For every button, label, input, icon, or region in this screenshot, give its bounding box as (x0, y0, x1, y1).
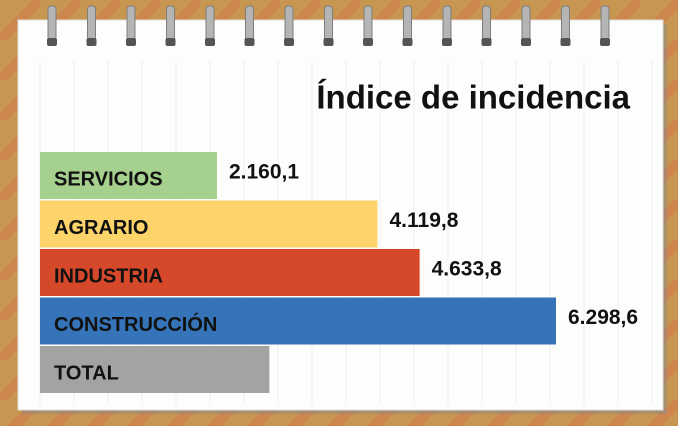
ring-hole (600, 38, 610, 46)
ring-hole (482, 38, 492, 46)
ring-hole (403, 38, 413, 46)
ring (483, 6, 491, 40)
category-label: CONSTRUCCIÓN (54, 312, 217, 336)
ring (167, 6, 175, 40)
ring-hole (87, 38, 97, 46)
category-label: SERVICIOS (54, 168, 163, 190)
ring (404, 6, 412, 40)
ring-hole (284, 38, 294, 46)
rings (47, 6, 610, 46)
ring (285, 6, 293, 40)
value-label: 2.160,1 (229, 161, 299, 184)
ring (364, 6, 372, 40)
ring (325, 6, 333, 40)
chart: Índice de incidencia SERVICIOS 2.160,1 AGR… (0, 0, 678, 426)
ring-hole (561, 38, 571, 46)
category-label: AGRARIO (54, 217, 148, 239)
page: {"chart_data": {"type": "bar", "orientat… (0, 0, 678, 426)
ring (88, 6, 96, 40)
category-label: TOTAL (54, 362, 119, 384)
ring-hole (126, 38, 136, 46)
ring (127, 6, 135, 40)
value-label: 4.633,8 (432, 258, 502, 281)
ring-hole (245, 38, 255, 46)
ring (562, 6, 570, 40)
ring (48, 6, 56, 40)
ring-hole (47, 38, 57, 46)
ring-hole (363, 38, 373, 46)
value-label: 6.298,6 (568, 306, 638, 329)
value-label: 4.119,8 (390, 209, 459, 232)
category-label: INDUSTRIA (54, 265, 163, 287)
ring (522, 6, 530, 40)
ring-hole (442, 38, 452, 46)
ring-hole (166, 38, 176, 46)
ring-hole (324, 38, 334, 46)
ring (443, 6, 451, 40)
ring-hole (205, 38, 215, 46)
chart-title: Índice de incidencia (316, 79, 630, 116)
ring-hole (521, 38, 531, 46)
ring (601, 6, 609, 40)
ring (246, 6, 254, 40)
ring (206, 6, 214, 40)
